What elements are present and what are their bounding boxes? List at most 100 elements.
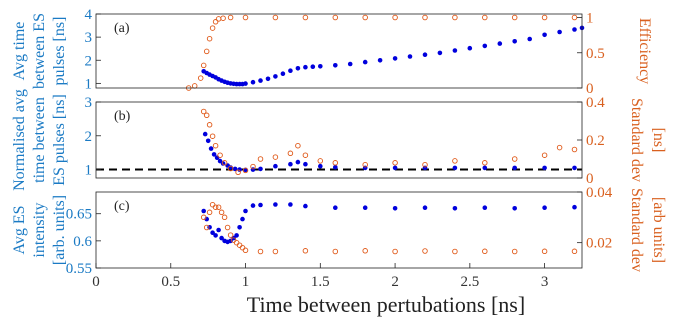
right-point: [482, 248, 488, 255]
left-point: [237, 225, 242, 230]
left-point: [467, 45, 473, 51]
right-point: [206, 209, 213, 216]
right-point: [200, 214, 207, 221]
right-point: [541, 152, 548, 158]
left-point: [273, 74, 278, 79]
panel-label: (a): [114, 21, 130, 36]
plot-frame: [95, 13, 583, 89]
left-point: [234, 233, 239, 238]
right-tick-label: 0: [586, 171, 594, 187]
right-point: [422, 14, 428, 21]
series-right: [185, 14, 578, 91]
left-point: [303, 203, 308, 209]
right-point: [452, 248, 458, 255]
left-point: [497, 41, 503, 46]
right-point: [209, 201, 216, 208]
left-axis-label: ES pulses [ns]: [51, 94, 68, 186]
right-point: [191, 83, 198, 89]
right-point: [392, 14, 398, 21]
panel-2: 1 2 3 0 0.2 0.4 (b) Normalised avg time between E…: [11, 89, 667, 191]
right-point: [212, 204, 219, 210]
right-point: [452, 14, 458, 21]
right-point: [332, 160, 339, 166]
right-point: [302, 14, 309, 21]
right-point: [332, 248, 339, 255]
left-axis-label: between ES: [31, 13, 48, 89]
left-point: [333, 164, 338, 170]
left-point: [303, 64, 308, 70]
right-point: [541, 248, 548, 255]
right-tick-label: 1: [586, 11, 594, 27]
left-point: [258, 166, 263, 172]
x-tick-label: 1.5: [311, 274, 330, 290]
left-point: [211, 152, 217, 157]
left-point: [572, 204, 577, 210]
right-point: [257, 248, 264, 255]
right-point: [362, 14, 368, 21]
left-point: [557, 29, 562, 35]
left-tick-label: 4: [85, 7, 93, 23]
right-point: [215, 204, 222, 210]
panel-label: (b): [114, 109, 131, 124]
left-point: [512, 39, 517, 44]
left-point: [303, 161, 308, 167]
left-point: [295, 159, 301, 165]
left-point: [482, 43, 488, 49]
left-point: [333, 63, 338, 68]
right-point: [227, 165, 234, 172]
left-point: [219, 235, 224, 241]
left-point: [572, 27, 577, 32]
right-point: [511, 248, 518, 255]
panel-3: 0.550.60.650.020.04(c)Avg ES intensity [ar…: [11, 185, 667, 277]
right-point: [235, 169, 241, 176]
left-axis-label: [arb. units]: [51, 195, 68, 265]
x-tick-label: 0: [92, 274, 100, 290]
right-point: [206, 35, 213, 42]
series-right: [200, 201, 578, 255]
right-point: [452, 158, 458, 164]
left-point: [542, 32, 547, 38]
left-point: [422, 52, 428, 57]
left-axis-label: pulses [ns]: [51, 17, 68, 86]
panel-1: 1 2 3 4 0 0.5 1 (a) Avg time between ES pulses [ns…: [11, 7, 653, 97]
right-point: [197, 75, 204, 81]
left-point: [216, 227, 221, 233]
right-point: [206, 122, 213, 128]
right-axis-label: Standard dev: [628, 98, 645, 182]
left-point: [310, 64, 316, 69]
left-point: [392, 165, 398, 171]
right-point: [209, 133, 216, 139]
series-left: [201, 202, 577, 245]
left-point: [572, 165, 577, 171]
left-point: [288, 202, 293, 207]
right-tick-label: 0: [586, 81, 594, 97]
left-point: [258, 78, 263, 83]
right-point: [242, 14, 249, 21]
series-right: [200, 108, 578, 176]
left-point: [288, 161, 293, 167]
right-point: [302, 248, 309, 254]
right-point: [221, 160, 228, 166]
left-point: [422, 205, 428, 210]
x-tick-label: 0.5: [161, 274, 180, 290]
right-point: [272, 14, 279, 21]
left-point: [243, 208, 248, 214]
left-point: [362, 205, 368, 210]
left-point: [452, 206, 458, 211]
right-axis-label: [ns]: [650, 128, 667, 153]
left-point: [202, 131, 208, 137]
left-point: [288, 68, 293, 73]
right-axis-label: [arb units]: [650, 197, 667, 263]
panel-label: (c): [114, 199, 130, 214]
right-point: [220, 15, 226, 21]
left-point: [243, 81, 248, 86]
right-point: [217, 152, 223, 158]
left-point: [318, 64, 323, 69]
right-point: [556, 144, 563, 151]
right-point: [422, 248, 428, 254]
right-tick-label: 0.4: [586, 95, 605, 111]
right-point: [392, 248, 398, 255]
right-point: [287, 150, 294, 157]
right-point: [200, 108, 207, 115]
right-point: [209, 25, 216, 31]
